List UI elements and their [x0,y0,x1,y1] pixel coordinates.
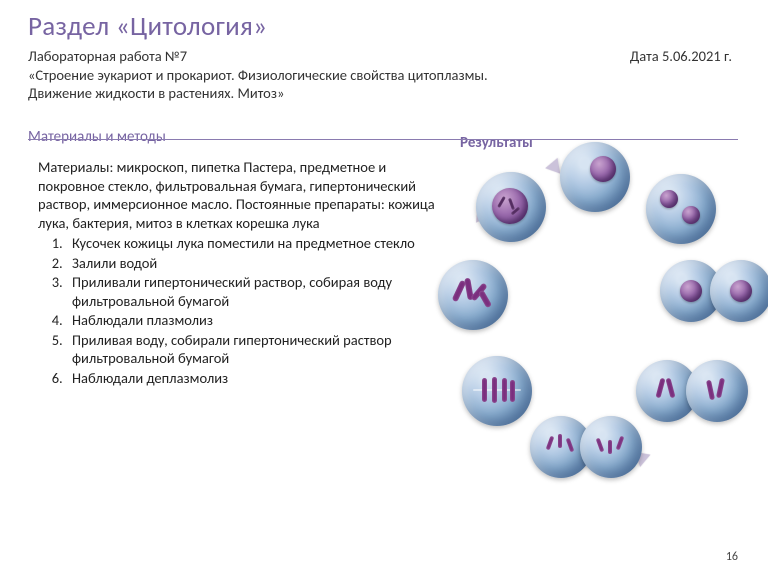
list-item: Кусочек кожицы лука поместили на предмет… [66,234,438,253]
divider-rule [28,139,738,140]
slide-page: Раздел «Цитология» Лабораторная работа №… [0,0,768,576]
cell-cytokinesis [660,260,768,322]
cell-prophase [476,172,546,242]
body-text-block: Материалы: микроскоп, пипетка Пастера, п… [38,158,438,389]
list-item: Наблюдали деплазмолиз [66,369,438,388]
cell-prometaphase [438,260,508,330]
list-item: Наблюдали плазмолиз [66,311,438,330]
section-title: Раздел «Цитология» [28,10,740,43]
list-item: Залили водой [66,254,438,273]
lab-date: Дата 5.06.2021 г. [630,47,740,65]
cell-anaphase [530,416,646,478]
page-number: 16 [726,550,738,564]
list-item: Приливая воду, собирали гипертонический … [66,331,438,368]
materials-paragraph: Материалы: микроскоп, пипетка Пастера, п… [38,158,438,232]
procedure-list: Кусочек кожицы лука поместили на предмет… [66,234,438,387]
methods-heading: Материалы и методы [28,128,166,146]
list-item: Приливали гипертонический раствор, собир… [66,273,438,310]
cell-telophase [636,360,752,422]
header-row: Лабораторная работа №7 Дата 5.06.2021 г. [28,47,740,65]
cell-metaphase [462,356,532,426]
lab-subtitle: «Строение эукариот и прокариот. Физиолог… [28,66,498,102]
cell-daughter [646,174,716,244]
mitosis-diagram [440,150,750,480]
cell-interphase-g1 [560,142,630,212]
cycle-arrow-icon [544,158,561,176]
lab-number: Лабораторная работа №7 [28,47,187,65]
